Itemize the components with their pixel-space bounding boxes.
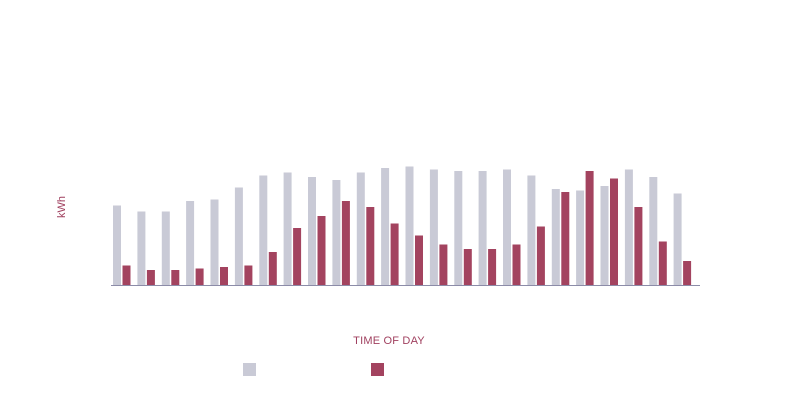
bar-series-1-23[interactable] bbox=[649, 177, 658, 285]
bar-series-2-24[interactable] bbox=[683, 261, 692, 285]
bars-group bbox=[113, 166, 692, 286]
bar-series-2-5[interactable] bbox=[220, 267, 228, 285]
bar-series-2-10[interactable] bbox=[341, 201, 350, 285]
bar-series-2-9[interactable] bbox=[317, 216, 326, 285]
x-axis-label: TIME OF DAY bbox=[353, 335, 425, 347]
bar-series-1-10[interactable] bbox=[332, 180, 341, 285]
bar-series-2-13[interactable] bbox=[415, 235, 423, 286]
bar-series-1-7[interactable] bbox=[259, 175, 268, 286]
bar-series-1-20[interactable] bbox=[576, 190, 585, 286]
bar-series-1-15[interactable] bbox=[454, 171, 463, 285]
bar-series-2-8[interactable] bbox=[293, 228, 302, 285]
bar-series-2-12[interactable] bbox=[390, 223, 399, 286]
bar-series-2-21[interactable] bbox=[610, 178, 618, 286]
bar-series-2-16[interactable] bbox=[488, 249, 497, 285]
bar-series-2-2[interactable] bbox=[146, 270, 155, 285]
bar-series-2-20[interactable] bbox=[585, 171, 594, 285]
bar-series-2-11[interactable] bbox=[366, 207, 375, 285]
bar-series-1-2[interactable] bbox=[137, 211, 146, 286]
bar-series-1-6[interactable] bbox=[234, 187, 243, 286]
bar-series-2-15[interactable] bbox=[463, 249, 472, 285]
bar-series-2-18[interactable] bbox=[536, 226, 545, 286]
bar-series-1-13[interactable] bbox=[405, 166, 414, 286]
bar-series-1-19[interactable] bbox=[551, 189, 560, 285]
bar-series-1-1[interactable] bbox=[113, 205, 121, 286]
bar-series-1-21[interactable] bbox=[600, 186, 609, 285]
bar-series-2-22[interactable] bbox=[634, 207, 643, 285]
legend bbox=[0, 363, 800, 377]
bar-series-1-11[interactable] bbox=[356, 172, 365, 286]
bar-series-1-5[interactable] bbox=[210, 199, 219, 286]
bar-series-1-18[interactable] bbox=[527, 175, 536, 286]
bar-series-1-12[interactable] bbox=[381, 168, 390, 285]
bar-series-1-8[interactable] bbox=[283, 172, 292, 286]
bar-series-2-17[interactable] bbox=[512, 244, 521, 286]
bar-series-2-3[interactable] bbox=[171, 270, 180, 285]
y-axis-label: kWh bbox=[56, 196, 68, 218]
bar-series-2-19[interactable] bbox=[561, 192, 570, 285]
bar-series-1-9[interactable] bbox=[308, 177, 316, 285]
bar-series-2-7[interactable] bbox=[268, 252, 277, 285]
bar-series-2-4[interactable] bbox=[195, 268, 204, 286]
bar-series-1-14[interactable] bbox=[429, 169, 438, 286]
legend-swatch-series-2[interactable] bbox=[371, 363, 384, 376]
bar-series-1-16[interactable] bbox=[478, 171, 487, 285]
bar-series-1-17[interactable] bbox=[503, 169, 511, 286]
bar-series-2-6[interactable] bbox=[244, 265, 253, 286]
bar-series-2-1[interactable] bbox=[122, 265, 131, 286]
bar-series-1-24[interactable] bbox=[673, 193, 682, 286]
bar-series-1-4[interactable] bbox=[186, 201, 195, 285]
legend-swatch-series-1[interactable] bbox=[243, 363, 256, 376]
bar-series-2-23[interactable] bbox=[658, 241, 667, 286]
bar-series-1-3[interactable] bbox=[161, 211, 170, 286]
bar-series-2-14[interactable] bbox=[439, 244, 448, 286]
bar-series-1-22[interactable] bbox=[624, 169, 633, 286]
